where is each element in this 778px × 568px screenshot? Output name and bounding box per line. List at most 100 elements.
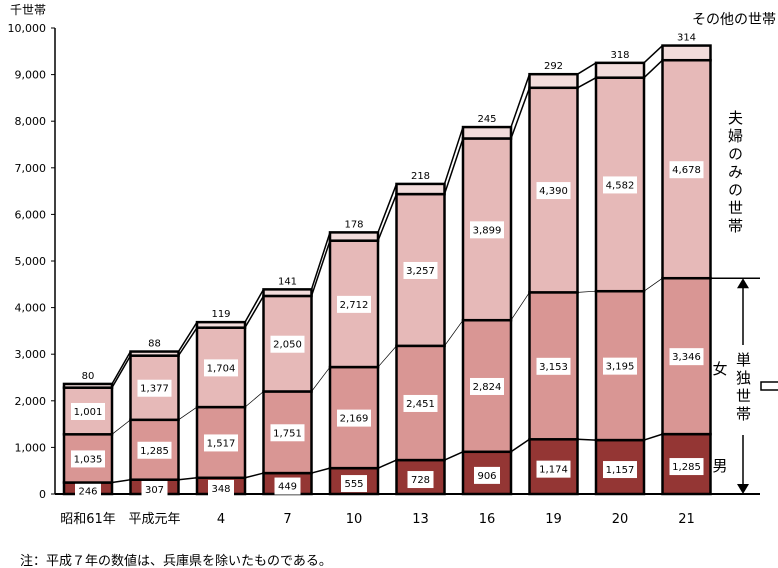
- data-label-bg: [337, 295, 371, 313]
- connector-line: [177, 327, 198, 357]
- data-label-bg: [137, 379, 172, 397]
- connector-line: [577, 62, 597, 75]
- data-label-bg: [270, 424, 305, 442]
- data-label-bg: [137, 441, 172, 459]
- x-tick-label: 7: [283, 512, 291, 527]
- connector-line: [377, 183, 398, 233]
- y-tick-label: 6,000: [15, 208, 47, 221]
- connector-line: [510, 87, 531, 139]
- data-label: 906: [477, 471, 496, 482]
- data-label: 88: [148, 339, 161, 350]
- data-label-bg: [75, 482, 101, 500]
- x-tick-label: 4: [217, 512, 225, 527]
- data-label: 2,712: [340, 300, 369, 311]
- connector-line: [244, 472, 264, 479]
- x-tick-label: 昭和61年: [60, 512, 116, 527]
- data-label: 1,285: [672, 462, 701, 473]
- data-label: 1,174: [539, 465, 568, 476]
- connector-line: [377, 345, 397, 368]
- y-tick-label: 0: [39, 488, 46, 501]
- data-label-bg: [470, 377, 504, 395]
- connector-line: [310, 232, 331, 290]
- data-label: 348: [211, 484, 230, 495]
- legend-couple: 夫婦のみの世帯: [726, 110, 744, 236]
- data-label: 449: [278, 482, 297, 493]
- data-label-bg: [669, 348, 704, 366]
- data-label-bg: [341, 475, 367, 493]
- data-label: 307: [145, 485, 164, 496]
- connector-line: [577, 290, 597, 293]
- connector-line: [510, 292, 530, 321]
- x-tick-label: 19: [545, 512, 562, 527]
- y-tick-label: 8,000: [15, 115, 47, 128]
- data-label: 1,377: [140, 384, 169, 395]
- data-label: 3,195: [606, 362, 635, 373]
- data-label-bg: [536, 357, 571, 375]
- data-label: 555: [344, 479, 363, 490]
- data-label: 3,899: [473, 225, 502, 236]
- data-label: 3,257: [406, 266, 435, 277]
- y-tick-label: 10,000: [8, 22, 47, 35]
- data-label-bg: [403, 261, 438, 279]
- arrow-head-up: [737, 278, 749, 289]
- x-tick-label: 13: [412, 512, 429, 527]
- data-label-bg: [403, 394, 438, 412]
- x-tick-label: 20: [612, 512, 629, 527]
- bar-segment: [395, 182, 446, 196]
- bar-segment: [129, 350, 180, 357]
- data-label-bg: [474, 466, 500, 484]
- data-label: 1,751: [273, 428, 302, 439]
- data-label-bg: [204, 359, 238, 377]
- bar-segment: [262, 288, 313, 298]
- y-tick-label: 3,000: [15, 348, 47, 361]
- connector-line: [111, 478, 131, 484]
- data-label-bg: [141, 480, 168, 498]
- data-label-bg: [208, 479, 234, 497]
- legend-single: 単独世帯: [734, 352, 752, 424]
- data-label: 2,824: [473, 382, 502, 393]
- data-label: 119: [211, 309, 230, 320]
- connector-line: [311, 366, 331, 392]
- connector-line: [178, 406, 198, 421]
- data-label-bg: [71, 450, 105, 468]
- y-tick-label: 5,000: [15, 255, 47, 268]
- bar-segment: [661, 44, 712, 62]
- y-unit-label: 千世帯: [10, 3, 46, 17]
- connector-line: [510, 73, 531, 128]
- data-label-bg: [274, 477, 301, 495]
- connector-line: [643, 433, 663, 441]
- data-label-bg: [536, 182, 571, 200]
- connector-line: [244, 295, 265, 329]
- x-tick-label: 21: [678, 512, 695, 527]
- x-tick-label: 平成元年: [128, 512, 180, 527]
- data-label: 245: [477, 114, 496, 125]
- data-label-bg: [603, 357, 637, 375]
- data-label-bg: [407, 471, 434, 489]
- data-label: 1,517: [207, 438, 236, 449]
- data-label-bg: [536, 460, 571, 478]
- y-tick-label: 2,000: [15, 395, 47, 408]
- data-label: 1,035: [74, 454, 103, 465]
- data-label: 4,678: [672, 165, 701, 176]
- connector-line: [510, 438, 530, 453]
- connector-line: [111, 355, 132, 389]
- data-label-bg: [603, 176, 637, 194]
- data-label: 292: [544, 61, 563, 72]
- data-label: 318: [610, 50, 629, 61]
- data-label: 2,050: [273, 340, 302, 351]
- connector-line: [177, 321, 198, 352]
- connector-line: [444, 451, 464, 461]
- bar-segment: [195, 320, 247, 329]
- data-label-bg: [71, 402, 105, 420]
- data-label-bg: [337, 409, 371, 427]
- data-label: 1,157: [606, 465, 635, 476]
- data-label: 1,285: [140, 446, 169, 457]
- x-tick-label: 10: [346, 512, 363, 527]
- data-label: 246: [78, 486, 97, 497]
- legend-male: 男: [712, 457, 727, 475]
- data-label-bg: [204, 434, 238, 452]
- data-label: 3,346: [672, 352, 701, 363]
- connector-line: [111, 419, 131, 435]
- connector-line: [111, 351, 132, 385]
